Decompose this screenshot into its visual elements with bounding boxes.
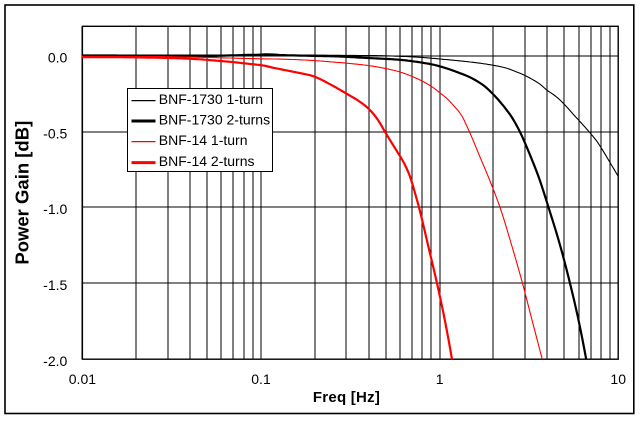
svg-text:1: 1 [436, 371, 444, 387]
svg-text:Power Gain [dB]: Power Gain [dB] [11, 121, 32, 265]
svg-text:BNF-14 1-turn: BNF-14 1-turn [159, 132, 248, 148]
svg-text:10: 10 [610, 371, 626, 387]
svg-text:BNF-1730 2-turns: BNF-1730 2-turns [159, 112, 270, 128]
svg-text:BNF-1730 1-turn: BNF-1730 1-turn [159, 91, 263, 107]
svg-text:0.01: 0.01 [69, 371, 96, 387]
svg-text:-2.0: -2.0 [43, 353, 67, 369]
svg-text:0.1: 0.1 [251, 371, 271, 387]
svg-text:-0.5: -0.5 [43, 126, 67, 142]
svg-text:BNF-14 2-turns: BNF-14 2-turns [159, 153, 255, 169]
svg-text:-1.5: -1.5 [43, 277, 67, 293]
svg-text:-1.0: -1.0 [43, 201, 67, 217]
svg-text:Freq [Hz]: Freq [Hz] [313, 389, 380, 406]
svg-text:0.0: 0.0 [48, 49, 68, 65]
